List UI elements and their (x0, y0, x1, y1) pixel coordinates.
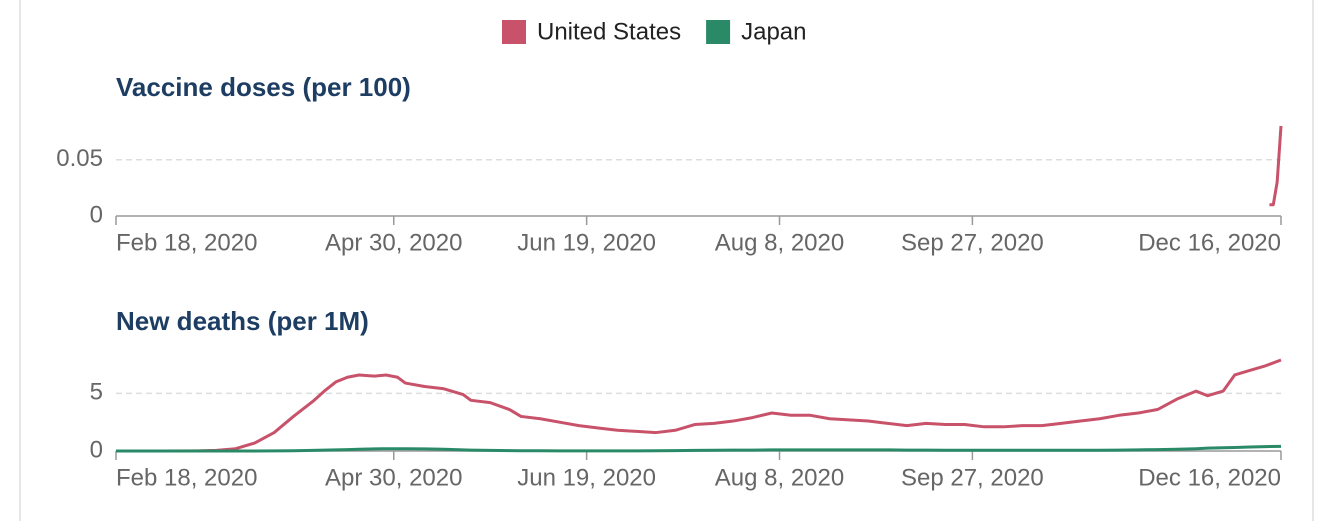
x-tick-label: Jun 19, 2020 (517, 229, 656, 256)
legend-label: United States (537, 18, 681, 45)
x-tick-label: Sep 27, 2020 (901, 229, 1044, 256)
x-tick-label: Apr 30, 2020 (325, 229, 462, 256)
x-tick-label: Dec 16, 2020 (1138, 229, 1281, 256)
x-tick-label: Sep 27, 2020 (901, 464, 1044, 491)
x-tick-label: Jun 19, 2020 (517, 464, 656, 491)
legend-label: Japan (741, 18, 806, 45)
x-tick-label: Feb 18, 2020 (116, 464, 257, 491)
y-tick-label: 5 (90, 379, 103, 406)
x-tick-label: Apr 30, 2020 (325, 464, 462, 491)
y-tick-label: 0.05 (56, 145, 103, 172)
x-tick-label: Aug 8, 2020 (715, 229, 844, 256)
chart-title: Vaccine doses (per 100) (116, 72, 411, 102)
x-tick-label: Dec 16, 2020 (1138, 464, 1281, 491)
series-line (116, 444, 1282, 453)
y-tick-label: 0 (90, 436, 103, 463)
legend-swatch (706, 20, 731, 44)
chart-title: New deaths (per 1M) (116, 306, 369, 336)
x-tick-label: Feb 18, 2020 (116, 229, 257, 256)
x-tick-label: Aug 8, 2020 (715, 464, 844, 491)
y-tick-label: 0 (90, 201, 103, 228)
legend-swatch (502, 20, 526, 44)
series-line (1269, 125, 1283, 207)
series-line (116, 358, 1282, 453)
